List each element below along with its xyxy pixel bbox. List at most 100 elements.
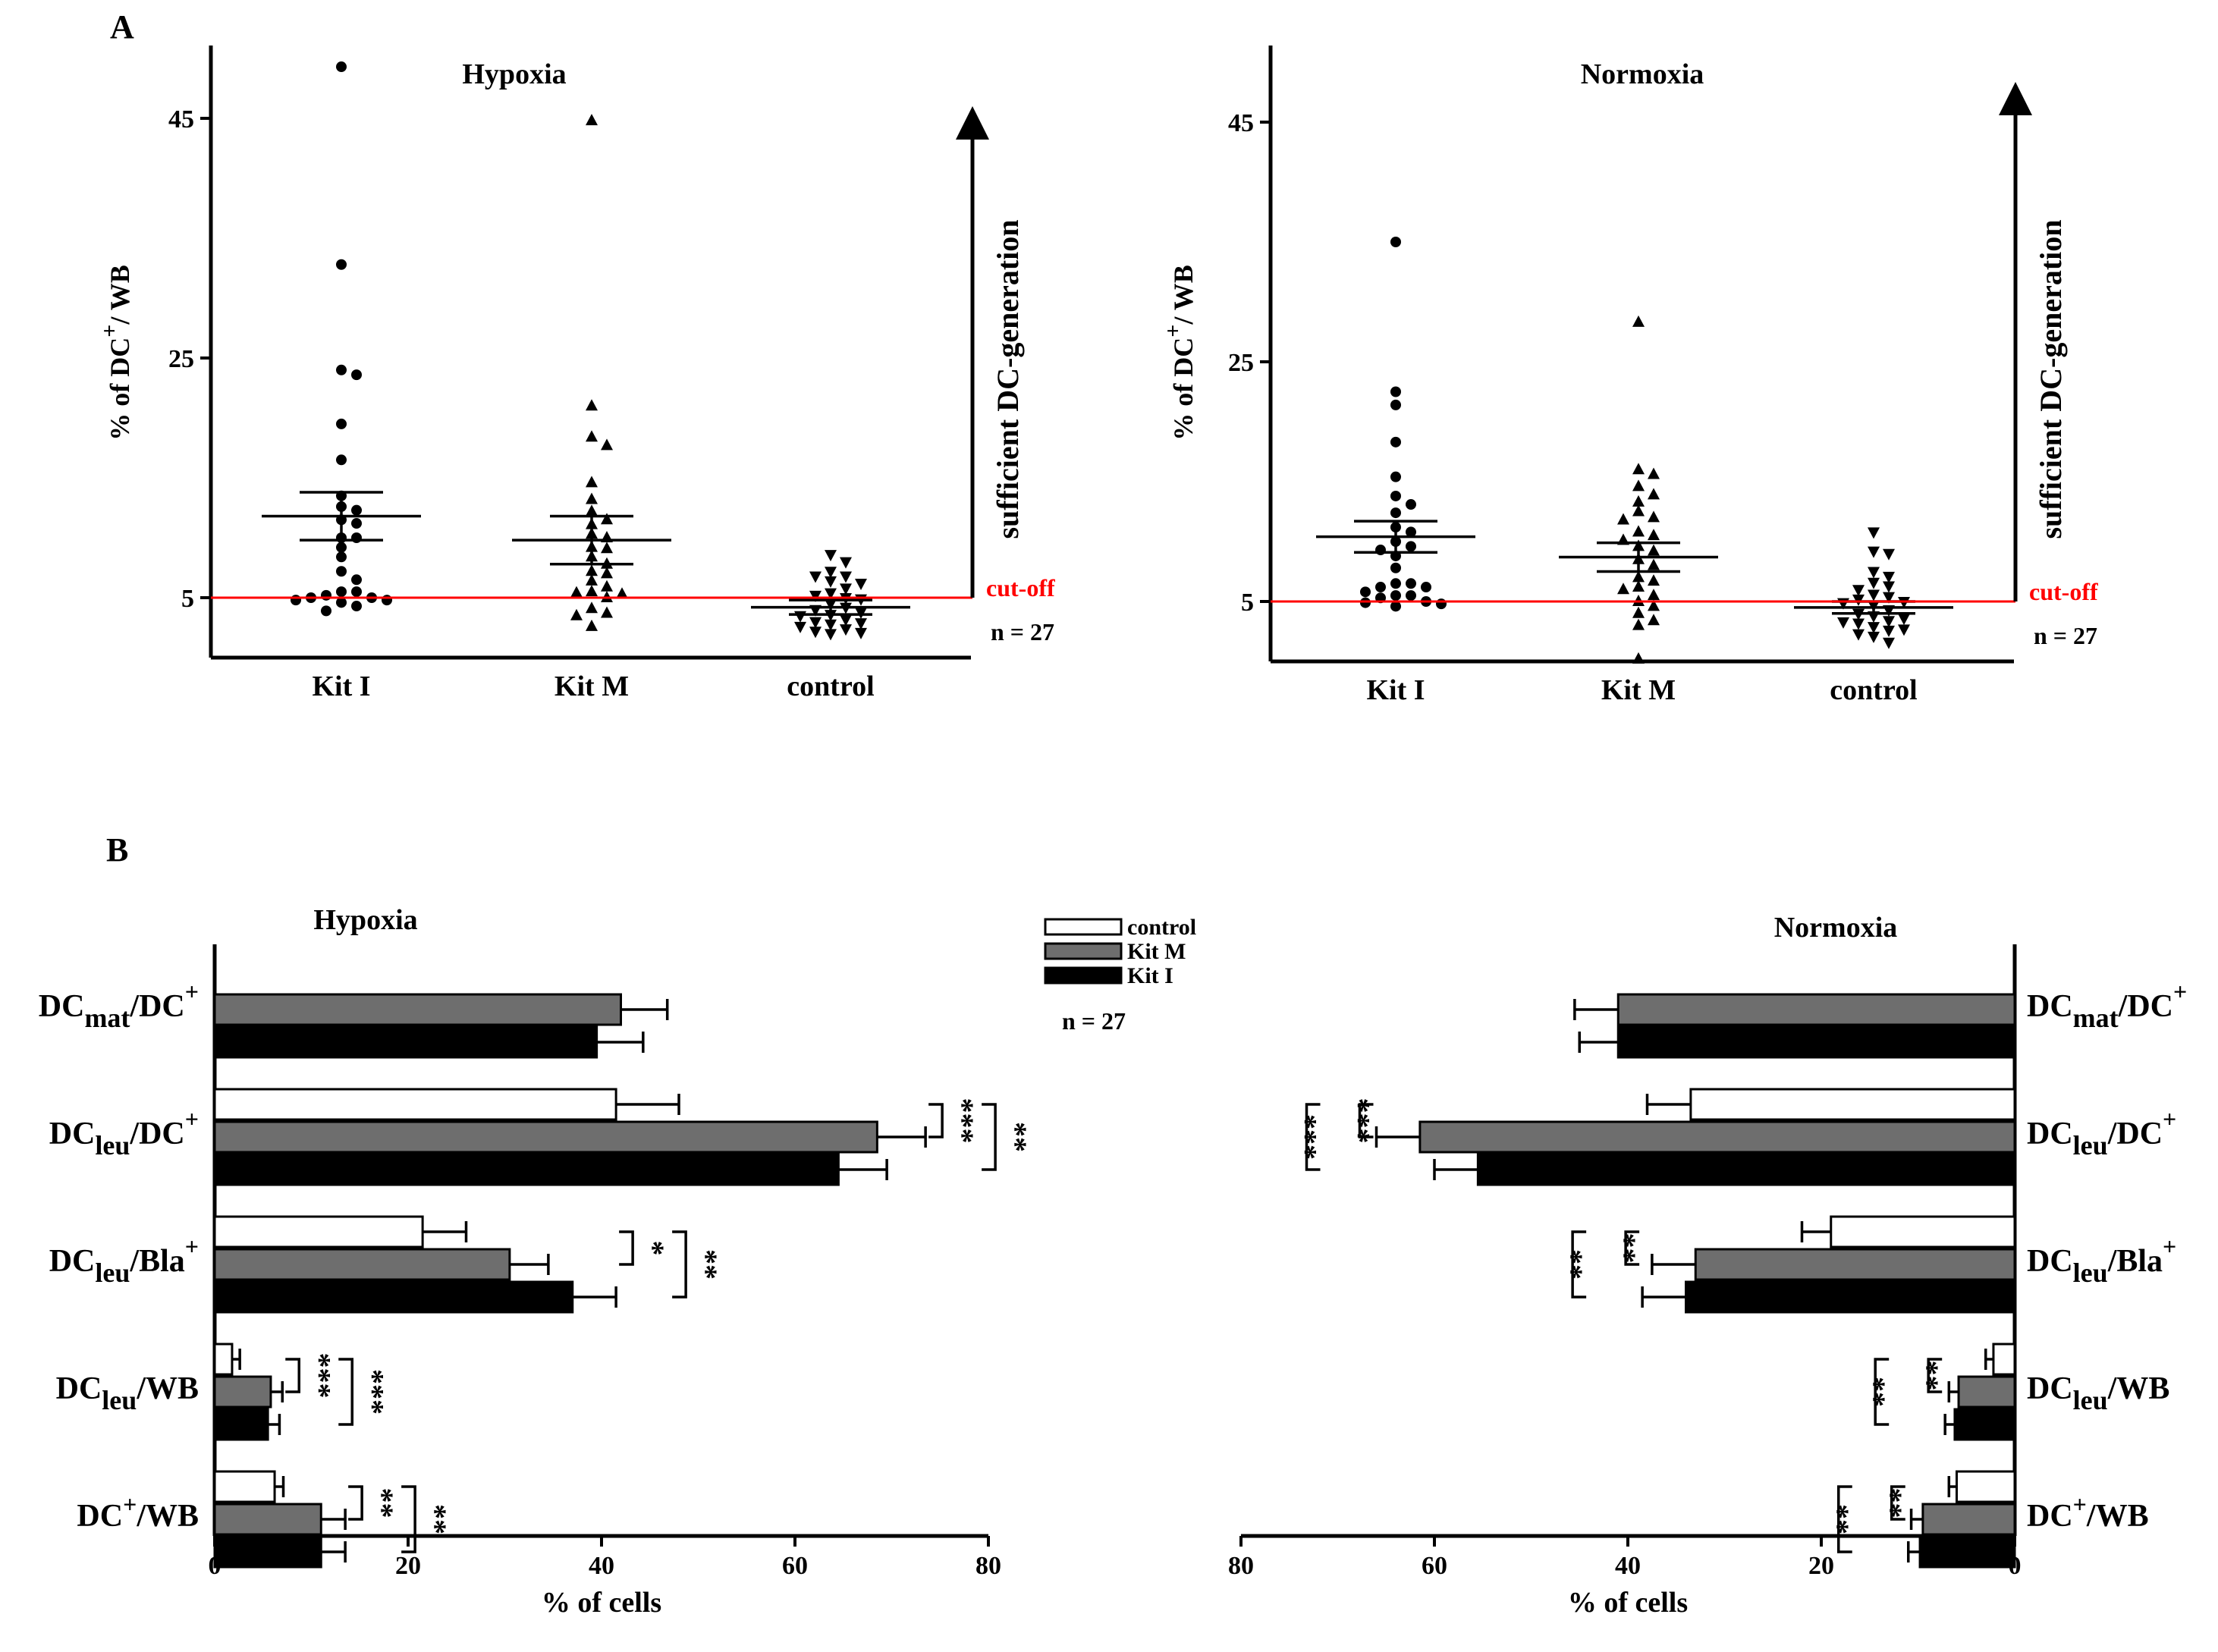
bar xyxy=(213,1088,617,1121)
bar xyxy=(1689,1088,2016,1121)
data-point xyxy=(809,571,822,583)
data-point xyxy=(1390,578,1401,589)
legend-label: control xyxy=(1127,915,1196,940)
data-point xyxy=(586,601,598,614)
x-tick-label: Kit I xyxy=(312,671,370,702)
category-label-rest: /DC xyxy=(129,989,184,1024)
category-label-base: DC xyxy=(2027,1117,2073,1151)
panel-a-label: A xyxy=(110,8,134,46)
category-label-base: DC xyxy=(49,1117,96,1151)
bar xyxy=(213,1153,840,1186)
significance-stars-outer: *** xyxy=(356,1369,390,1415)
data-point xyxy=(601,542,613,554)
significance-stars-inner: ** xyxy=(1911,1361,1945,1391)
category-label-base: DC xyxy=(49,1244,96,1279)
bar xyxy=(1685,1280,2016,1314)
data-point xyxy=(586,399,598,411)
significance-bracket-inner xyxy=(348,1485,363,1521)
x-tick-label: 20 xyxy=(1808,1552,1834,1580)
significance-bracket-outer xyxy=(1837,1485,1852,1553)
significance-bracket-inner xyxy=(1890,1485,1905,1521)
data-point xyxy=(825,629,837,641)
bar xyxy=(1616,1025,2016,1059)
data-point xyxy=(840,624,852,636)
data-point xyxy=(1648,574,1660,586)
x-tick-label: 20 xyxy=(395,1552,421,1580)
data-point xyxy=(351,369,362,381)
data-point xyxy=(601,438,613,451)
data-point xyxy=(825,619,837,631)
y-tick-label: 45 xyxy=(168,105,194,133)
significance-stars-outer: ** xyxy=(999,1122,1033,1152)
x-tick-label: 80 xyxy=(1228,1552,1254,1580)
arrow-label: sufficient DC-generation xyxy=(2034,219,2068,539)
significance-bracket-inner xyxy=(1927,1358,1943,1393)
data-point xyxy=(1883,581,1895,593)
category-label-sub: leu xyxy=(2073,1258,2108,1288)
data-point xyxy=(586,492,598,504)
data-point xyxy=(809,590,822,602)
data-point xyxy=(1617,583,1629,595)
y-tick-label: 5 xyxy=(181,585,194,613)
data-point xyxy=(1883,571,1895,583)
bar xyxy=(1694,1248,2016,1281)
significance-stars-inner: ** xyxy=(1608,1233,1642,1264)
data-point xyxy=(1883,616,1895,628)
category-label: DCmat/DC+ xyxy=(2027,978,2187,1033)
y-label-main: % of DC xyxy=(1168,338,1199,441)
bar xyxy=(213,1120,878,1154)
bar xyxy=(213,1470,276,1503)
bar xyxy=(1957,1375,2016,1409)
bar xyxy=(1953,1408,2016,1441)
cutoff-label: cut-off xyxy=(2029,578,2098,605)
data-point xyxy=(351,504,362,516)
bar xyxy=(1830,1215,2016,1248)
category-label-sup: + xyxy=(123,1490,137,1518)
data-point xyxy=(1883,625,1895,637)
data-point xyxy=(1390,386,1401,397)
data-point xyxy=(1632,463,1645,475)
normoxia-bar-chart: 806040200% of cellsNormoxiaDCmat/DC+DCle… xyxy=(1228,912,2187,1619)
data-point xyxy=(1390,471,1401,482)
data-point xyxy=(1632,525,1645,537)
bar xyxy=(213,1375,272,1409)
data-point xyxy=(1406,578,1416,589)
data-point xyxy=(586,114,598,126)
data-point xyxy=(1868,631,1880,643)
arrow-head xyxy=(1999,82,2032,115)
x-tick-label: 80 xyxy=(975,1552,1001,1580)
data-point xyxy=(336,566,347,577)
data-point xyxy=(586,619,598,631)
data-point xyxy=(855,627,867,639)
significance-bracket-outer xyxy=(672,1230,687,1299)
x-tick-label: 40 xyxy=(1615,1552,1641,1580)
x-tick-label: 60 xyxy=(1422,1552,1447,1580)
data-point xyxy=(1868,546,1880,558)
y-label-main: % of DC xyxy=(105,338,135,441)
data-point xyxy=(1648,558,1660,570)
n-label: n = 27 xyxy=(991,618,1054,645)
category-label-base: DC xyxy=(2027,1244,2073,1279)
category-label-sub: leu xyxy=(102,1385,137,1415)
arrow-label: sufficient DC-generation xyxy=(991,219,1025,539)
y-axis-label: % of DC+/ WB xyxy=(1161,265,1199,440)
category-label-base: DC xyxy=(2027,989,2073,1024)
category-label: DCleu/DC+ xyxy=(49,1105,199,1160)
data-point xyxy=(616,587,628,599)
data-point xyxy=(855,618,867,630)
data-point xyxy=(1360,597,1371,608)
bar xyxy=(213,1343,234,1376)
significance-bracket-outer xyxy=(1874,1358,1890,1426)
data-point xyxy=(336,418,347,429)
data-point xyxy=(1390,399,1401,410)
data-point xyxy=(1632,315,1645,327)
y-tick-label: 5 xyxy=(1241,589,1254,617)
category-label-sup: + xyxy=(2073,1490,2087,1518)
bar xyxy=(1992,1343,2016,1376)
data-point xyxy=(291,595,301,606)
data-point xyxy=(1632,495,1645,507)
data-point xyxy=(1390,590,1401,601)
significance-stars-outer: ** xyxy=(1858,1377,1892,1407)
data-point xyxy=(1868,527,1880,539)
